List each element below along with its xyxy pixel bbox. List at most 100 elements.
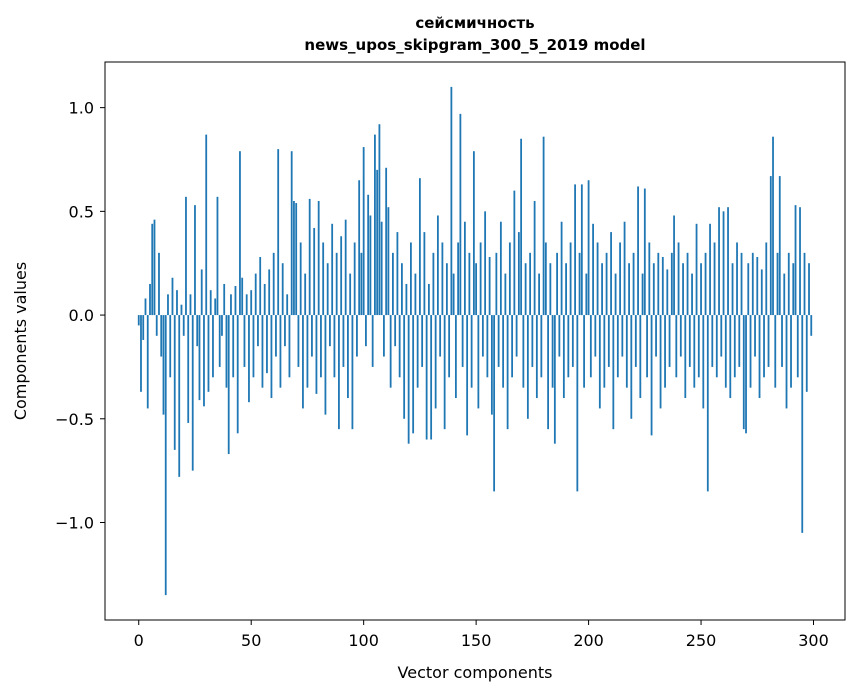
bar [731,263,734,316]
bar [529,252,532,316]
bar [347,315,349,399]
bar [594,315,597,357]
bar [257,315,259,347]
bar [673,215,675,316]
bar [214,298,217,316]
bar [277,149,280,316]
bar [457,242,460,316]
bar [158,252,160,316]
y-axis-ticks: −1.0 −0.5 0.0 0.5 1.0 [55,99,105,533]
bar [383,315,385,357]
bar [396,232,399,316]
bar [182,315,185,336]
chart-title-line1: сейсмичность [415,14,534,32]
bar [290,151,293,316]
bar [378,124,381,316]
bar [200,269,203,316]
bar [655,315,657,357]
bar [191,315,194,471]
bar [625,315,628,388]
bar [695,223,698,316]
bar [180,304,183,316]
bar [520,138,523,316]
bar [481,315,484,357]
bar [576,315,579,492]
bar [392,252,394,316]
bar [738,315,741,367]
bar [169,315,172,378]
bar [160,315,163,357]
bar [351,315,354,430]
bar [356,315,358,357]
bar [670,252,673,316]
bar [468,252,471,316]
bar [650,315,653,436]
bar [675,315,678,378]
bar [504,273,507,316]
bar [697,315,700,378]
bar [612,315,615,430]
bar [189,294,192,316]
x-tick-label: 0 [134,631,144,650]
bar [619,242,621,316]
bar [758,315,761,399]
bar [459,113,462,316]
bar [477,315,480,409]
bar [234,286,237,316]
bar [706,315,709,492]
bar [574,184,576,316]
bar [443,315,446,430]
bar [605,252,608,316]
bar [218,315,221,367]
bar [772,136,774,316]
bar [578,252,581,316]
bar [333,315,336,378]
bar [495,252,498,316]
bar [796,315,799,378]
bar [540,315,543,378]
bar [252,315,255,378]
bar [441,242,444,316]
bar [668,315,671,367]
bar [565,263,567,316]
x-tick-label: 250 [686,631,717,650]
bar [630,315,633,419]
bar [657,252,660,316]
bar [589,315,592,378]
bar [239,151,241,316]
bar [733,315,736,378]
bar [643,188,646,316]
bar [610,232,612,316]
bar [666,269,669,316]
bar [223,283,226,316]
bar [326,263,329,316]
bar [155,315,158,336]
bar [684,315,687,399]
bar [515,315,518,357]
bar [704,252,707,316]
bar [151,223,154,316]
bar [241,277,244,316]
bar [484,211,487,316]
bar [360,252,363,316]
bar [648,242,651,316]
bar [718,207,720,316]
bar [787,252,790,316]
bar [194,205,196,316]
bar [517,232,520,316]
bar [661,256,664,316]
bar [765,242,768,316]
bar [776,252,779,316]
bar [203,315,205,407]
bar [526,315,529,419]
bar [702,315,705,409]
bar [331,223,334,316]
bar [583,315,585,388]
y-tick-label: −1.0 [55,514,94,533]
x-axis-label: Vector components [398,663,553,682]
bar [774,315,777,388]
bar [511,315,514,378]
bar [268,269,271,316]
bar [769,176,772,316]
y-axis-label: Components values [11,262,30,420]
